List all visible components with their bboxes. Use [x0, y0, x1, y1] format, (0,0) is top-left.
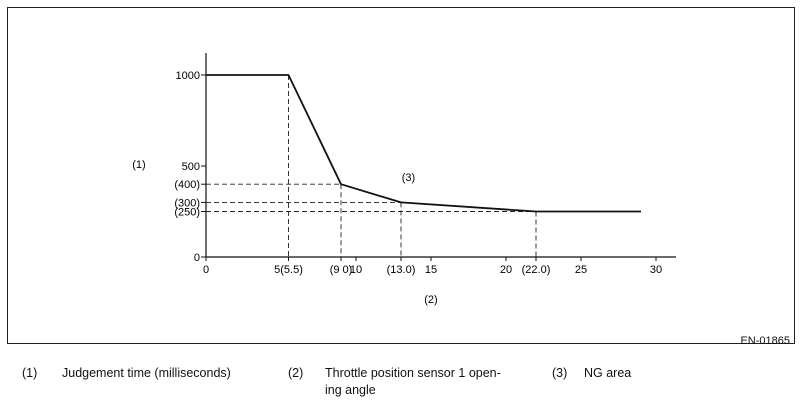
y-tick-label-0: 0 [194, 252, 200, 264]
x-tick-label-7: (22.0) [522, 264, 551, 276]
y-tick-label-4: 500 [182, 161, 200, 173]
legend-item2-text-line1: Throttle position sensor 1 open- [325, 366, 501, 380]
legend-item1-text: Judgement time (milliseconds) [62, 366, 231, 380]
x-tick-label-8: 25 [575, 264, 587, 276]
legend-item1-number: (1) [22, 366, 38, 380]
x-tick-label-1: 5(5.5) [274, 264, 303, 276]
figure-code: EN-01865 [740, 335, 790, 347]
x-tick-label-0: 0 [203, 264, 209, 276]
x-tick-label-9: 30 [650, 264, 662, 276]
throttle-judgement-chart: 0 (250)(300) (400) 500 1000 0 5(5.5) (9 0)10 (13… [132, 53, 676, 306]
annotation-0: (3) [402, 172, 415, 184]
x-tick-label-6: 20 [500, 264, 512, 276]
y-tick-label-1: (250) [174, 207, 200, 219]
legend-item3-number: (3) [552, 366, 568, 380]
x-tick-label-2: (9 0) [330, 264, 353, 276]
legend-item2-text-line2: ing angle [325, 383, 376, 397]
y-tick-label-2: (300) [174, 197, 200, 209]
y-axis-label: (1) [132, 159, 145, 171]
legend: (1) Judgement time (milliseconds) (2) Th… [0, 358, 810, 403]
x-axis-label: (2) [424, 294, 437, 306]
y-tick-label-3: (400) [174, 179, 200, 191]
series-line-0 [206, 74, 641, 213]
legend-item3-text: NG area [584, 366, 632, 380]
x-tick-label-3: 10 [350, 264, 362, 276]
legend-item2-number: (2) [288, 366, 304, 380]
y-tick-label-5: 1000 [176, 70, 200, 82]
x-tick-label-4: (13.0) [387, 264, 416, 276]
figure-frame [7, 7, 795, 344]
x-tick-label-5: 15 [425, 264, 437, 276]
